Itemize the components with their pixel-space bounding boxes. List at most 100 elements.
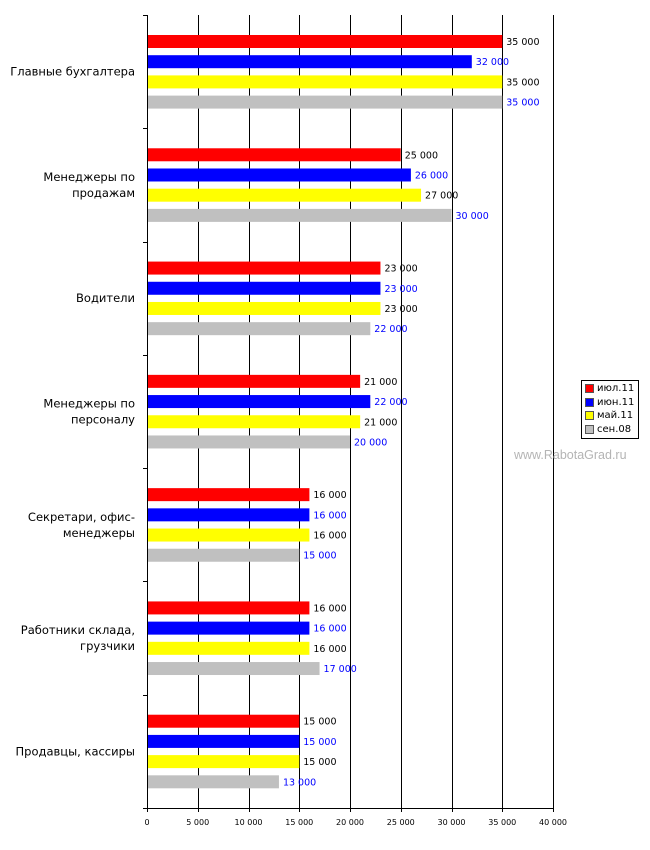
bar-6-0 (147, 714, 300, 728)
category-label-4: Секретари, офис-менеджеры (28, 510, 135, 540)
value-label-2-1: 23 000 (384, 284, 417, 295)
bar-1-2 (147, 188, 422, 202)
legend-swatch-3 (585, 424, 594, 434)
x-tick-label-3: 15 000 (285, 818, 313, 827)
category-label-line-6-0: Продавцы, кассиры (16, 744, 135, 758)
bar-3-1 (147, 395, 371, 409)
category-label-line-3-1: персоналу (71, 413, 135, 427)
value-label-3-2: 21 000 (364, 417, 397, 428)
x-tick-labels-group: 0 5 000 10 000 15 000 20 000 25 000 30 000 35 0… (144, 818, 567, 827)
bar-0-0 (147, 35, 503, 48)
bar-6-3 (147, 775, 279, 789)
legend-label-3: сен.08 (597, 423, 632, 435)
bar-3-2 (147, 415, 361, 429)
value-label-4-3: 15 000 (303, 551, 336, 562)
bar-2-2 (147, 301, 381, 315)
legend-swatch-2 (585, 411, 594, 421)
value-label-1-2: 27 000 (425, 191, 458, 202)
value-label-1-0: 25 000 (405, 150, 438, 161)
legend-item-2: май.11 (582, 409, 638, 423)
category-label-line-2-0: Водители (76, 291, 135, 305)
category-label-6: Продавцы, кассиры (16, 744, 135, 758)
value-label-5-0: 16 000 (313, 603, 346, 614)
bar-4-3 (147, 548, 300, 562)
bar-4-2 (147, 528, 310, 542)
value-label-2-0: 23 000 (384, 264, 417, 275)
bar-1-3 (147, 208, 452, 222)
value-label-4-2: 16 000 (313, 531, 346, 542)
bar-3-0 (147, 374, 361, 388)
category-label-3: Менеджеры по персоналу (43, 397, 135, 427)
value-label-5-1: 16 000 (313, 624, 346, 635)
value-label-1-3: 30 000 (456, 211, 489, 222)
category-label-line-4-1: менеджеры (63, 526, 135, 540)
x-tick-label-5: 25 000 (387, 818, 415, 827)
bar-0-1 (147, 55, 472, 69)
value-label-3-1: 22 000 (374, 397, 407, 408)
bar-5-1 (147, 621, 310, 635)
value-label-6-1: 15 000 (303, 737, 336, 748)
legend-label-2: май.11 (597, 410, 634, 422)
value-label-0-2: 35 000 (506, 77, 539, 88)
category-label-0: Главные бухгалтера (10, 65, 135, 79)
value-label-5-3: 17 000 (324, 664, 357, 675)
bar-1-1 (147, 168, 411, 182)
category-label-line-5-1: грузчики (80, 639, 135, 653)
legend-label-1: июн.11 (597, 396, 635, 408)
bar-1-0 (147, 148, 401, 162)
category-label-line-5-0: Работники склада, (21, 623, 135, 637)
value-label-3-3: 20 000 (354, 437, 387, 448)
bar-0-2 (147, 75, 503, 89)
value-label-4-1: 16 000 (313, 510, 346, 521)
x-tick-label-8: 40 000 (539, 818, 567, 827)
category-label-line-3-0: Менеджеры по (43, 397, 135, 411)
legend: июл.11 июн.11 май.11 сен.08 (581, 380, 639, 439)
bar-2-0 (147, 261, 381, 275)
value-label-2-3: 22 000 (374, 324, 407, 335)
value-label-0-1: 32 000 (476, 57, 509, 68)
bar-2-3 (147, 322, 371, 336)
category-label-line-1-0: Менеджеры по (43, 170, 135, 184)
x-tick-label-7: 35 000 (488, 818, 516, 827)
value-label-1-1: 26 000 (415, 170, 448, 181)
category-labels-group: Главные бухгалтера Менеджеры по продажам Во… (10, 65, 135, 759)
legend-swatch-1 (585, 397, 594, 407)
bar-6-2 (147, 755, 300, 769)
value-label-2-2: 23 000 (384, 304, 417, 315)
watermark: www.RabotaGrad.ru (514, 448, 627, 462)
bar-5-0 (147, 601, 310, 615)
category-label-line-4-0: Секретари, офис- (28, 510, 135, 524)
value-label-3-0: 21 000 (364, 377, 397, 388)
category-label-5: Работники склада, грузчики (21, 623, 135, 653)
legend-item-3: сен.08 (582, 423, 638, 437)
legend-label-0: июл.11 (597, 383, 635, 395)
legend-swatch-0 (585, 384, 594, 394)
value-label-5-2: 16 000 (313, 644, 346, 655)
value-label-6-0: 15 000 (303, 717, 336, 728)
x-tick-label-4: 20 000 (336, 818, 364, 827)
bar-0-3 (147, 95, 503, 109)
value-label-6-3: 13 000 (283, 777, 316, 788)
bar-4-0 (147, 488, 310, 502)
bar-5-3 (147, 662, 320, 676)
category-label-line-0-0: Главные бухгалтера (10, 65, 135, 79)
value-label-0-3: 35 000 (506, 98, 539, 109)
bar-6-1 (147, 734, 300, 748)
bars-group (147, 35, 503, 789)
value-labels-group: 35 000 32 000 35 000 35 000 25 000 26 000 27 0… (283, 37, 540, 788)
bar-3-3 (147, 435, 350, 449)
category-label-1: Менеджеры по продажам (43, 170, 135, 200)
value-label-0-0: 35 000 (506, 37, 539, 48)
legend-item-1: июн.11 (582, 396, 638, 410)
x-tick-label-2: 10 000 (235, 818, 263, 827)
category-label-line-1-1: продажам (72, 186, 135, 200)
bar-4-1 (147, 508, 310, 522)
legend-item-0: июл.11 (582, 382, 638, 396)
bar-5-2 (147, 641, 310, 655)
value-label-4-0: 16 000 (313, 490, 346, 501)
x-tick-label-1: 5 000 (186, 818, 209, 827)
gridlines (198, 15, 554, 808)
value-label-6-2: 15 000 (303, 757, 336, 768)
x-tick-label-0: 0 (144, 818, 149, 827)
x-tick-label-6: 30 000 (438, 818, 466, 827)
